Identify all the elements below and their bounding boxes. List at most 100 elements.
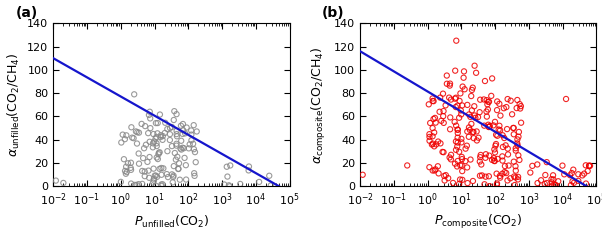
Point bbox=[116, 180, 126, 184]
Point bbox=[167, 173, 177, 176]
Point bbox=[157, 173, 166, 177]
Point bbox=[483, 102, 492, 106]
Point bbox=[473, 115, 483, 119]
Point bbox=[446, 98, 456, 101]
Point bbox=[424, 165, 434, 169]
Point bbox=[451, 105, 461, 109]
Point bbox=[140, 124, 150, 128]
Point bbox=[170, 151, 179, 155]
Point bbox=[480, 182, 489, 186]
Point bbox=[457, 155, 467, 159]
Point bbox=[453, 104, 462, 108]
Point bbox=[462, 103, 472, 107]
Point bbox=[402, 164, 412, 167]
Point bbox=[130, 183, 140, 187]
Point bbox=[429, 144, 439, 148]
Point bbox=[429, 131, 439, 134]
Point bbox=[455, 178, 465, 181]
Point bbox=[577, 173, 587, 177]
Point bbox=[476, 153, 485, 157]
Point bbox=[152, 144, 161, 148]
Point bbox=[129, 136, 138, 140]
Point bbox=[430, 168, 440, 171]
Point bbox=[457, 141, 467, 144]
Point bbox=[462, 165, 472, 169]
Point bbox=[472, 139, 482, 142]
Point bbox=[446, 153, 456, 157]
Point bbox=[163, 149, 172, 153]
Point bbox=[439, 121, 448, 125]
Point bbox=[492, 134, 502, 138]
Point bbox=[144, 155, 154, 159]
Point bbox=[492, 108, 502, 112]
Point bbox=[506, 99, 515, 103]
Point bbox=[446, 157, 456, 161]
Point bbox=[190, 150, 200, 154]
Point bbox=[509, 132, 518, 136]
Point bbox=[461, 159, 470, 163]
Point bbox=[467, 94, 476, 98]
Point bbox=[500, 170, 509, 174]
Point bbox=[225, 164, 235, 167]
Point bbox=[168, 180, 178, 184]
Point bbox=[165, 132, 175, 136]
Point bbox=[435, 96, 445, 100]
Point bbox=[430, 116, 440, 120]
Point bbox=[492, 182, 502, 185]
Point bbox=[137, 182, 147, 186]
Point bbox=[445, 128, 455, 131]
Y-axis label: $\mathit{\alpha}_{\mathrm{unfilled}}$$(\mathrm{CO_2/CH_4})$: $\mathit{\alpha}_{\mathrm{unfilled}}$$(\… bbox=[5, 52, 22, 157]
Point bbox=[185, 142, 194, 146]
Point bbox=[157, 182, 166, 186]
Point bbox=[465, 128, 475, 132]
Point bbox=[428, 96, 438, 100]
Point bbox=[512, 106, 521, 110]
Point bbox=[172, 129, 181, 133]
Point bbox=[490, 159, 500, 163]
Point bbox=[134, 162, 144, 166]
Point bbox=[121, 172, 131, 176]
Point bbox=[145, 110, 155, 114]
Point bbox=[498, 145, 507, 149]
Point bbox=[514, 130, 524, 134]
Point bbox=[475, 110, 485, 114]
Point bbox=[497, 172, 507, 176]
Point bbox=[181, 178, 191, 182]
Point bbox=[176, 148, 186, 151]
Point bbox=[513, 178, 523, 181]
Point bbox=[427, 143, 436, 146]
Point bbox=[483, 123, 493, 127]
Point bbox=[512, 137, 522, 141]
Point bbox=[155, 113, 165, 116]
Point bbox=[441, 104, 450, 107]
Point bbox=[448, 181, 458, 185]
Point bbox=[435, 110, 444, 114]
Point bbox=[169, 175, 178, 179]
Point bbox=[244, 169, 253, 172]
Point bbox=[192, 130, 202, 133]
Point bbox=[169, 164, 179, 168]
Point bbox=[436, 141, 445, 145]
Point bbox=[500, 164, 510, 168]
Point bbox=[468, 179, 478, 183]
Point bbox=[510, 183, 520, 187]
Point bbox=[145, 140, 155, 144]
Point bbox=[134, 152, 143, 155]
Point bbox=[495, 114, 505, 118]
Point bbox=[512, 98, 522, 102]
Point bbox=[568, 168, 578, 172]
Point bbox=[492, 183, 501, 187]
X-axis label: $\mathit{P}_{\mathrm{unfilled}}$$(\mathrm{CO_2})$: $\mathit{P}_{\mathrm{unfilled}}$$(\mathr… bbox=[134, 214, 209, 230]
Point bbox=[452, 39, 461, 43]
Point bbox=[515, 102, 524, 106]
Point bbox=[581, 182, 591, 185]
Point bbox=[150, 137, 160, 141]
Point bbox=[453, 128, 462, 132]
Point bbox=[264, 174, 274, 178]
Point bbox=[469, 136, 479, 140]
Point bbox=[458, 157, 467, 161]
Point bbox=[155, 167, 164, 171]
Point bbox=[158, 134, 167, 138]
Point bbox=[511, 169, 521, 173]
Point bbox=[561, 97, 571, 101]
